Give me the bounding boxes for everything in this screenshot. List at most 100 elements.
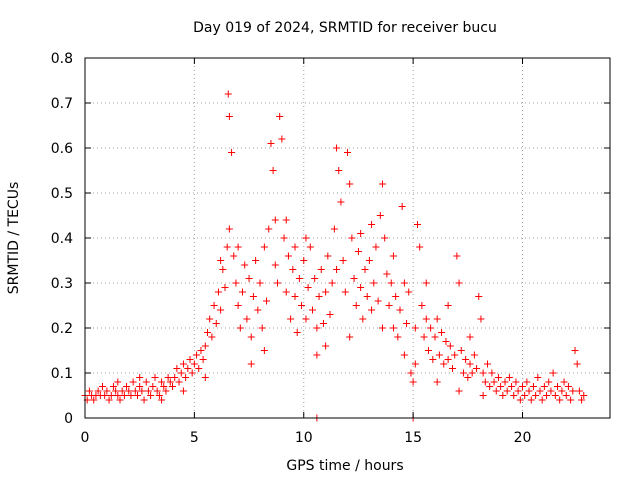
data-point (424, 347, 432, 354)
data-point (564, 383, 572, 390)
data-point (267, 140, 275, 147)
data-point (335, 167, 343, 174)
data-point (105, 396, 113, 404)
data-point (271, 216, 279, 224)
data-point (249, 293, 257, 300)
data-point (536, 387, 544, 395)
data-point (195, 365, 203, 372)
data-point (302, 234, 310, 242)
data-point (263, 297, 271, 305)
data-point (571, 347, 579, 354)
data-point (120, 392, 128, 399)
data-point (317, 266, 325, 273)
data-point (462, 356, 470, 363)
data-point (228, 149, 236, 156)
grid-lines (85, 58, 610, 418)
data-point (387, 279, 395, 287)
data-point (558, 387, 566, 395)
data-point (107, 392, 115, 399)
data-point (464, 374, 472, 381)
data-point (479, 392, 487, 399)
data-point (344, 149, 351, 156)
data-point (258, 324, 266, 332)
data-point (420, 333, 428, 341)
data-point (479, 369, 487, 377)
data-point (114, 392, 122, 399)
y-tick-label: 0.5 (51, 186, 73, 202)
data-point (385, 302, 393, 309)
data-point (490, 378, 498, 386)
data-point (475, 293, 483, 300)
data-point (486, 383, 494, 390)
data-point (300, 257, 308, 264)
data-point (101, 392, 109, 399)
y-tick-label: 0.8 (51, 51, 73, 67)
data-point (451, 351, 459, 359)
data-point (221, 284, 229, 291)
data-point (219, 266, 227, 273)
data-point (85, 387, 93, 395)
data-point (368, 306, 376, 314)
data-point (309, 306, 316, 314)
data-point (212, 320, 220, 327)
data-point (459, 369, 467, 377)
data-point (315, 293, 323, 300)
data-point (129, 378, 137, 386)
data-point (173, 365, 181, 372)
data-point (302, 315, 310, 323)
y-tick-label: 0.1 (51, 366, 73, 382)
data-point (136, 374, 144, 381)
data-point (569, 387, 577, 395)
data-point (411, 324, 419, 332)
data-point (162, 387, 170, 395)
data-point (512, 378, 520, 386)
data-point (112, 387, 120, 395)
data-point (333, 266, 341, 273)
data-point (549, 369, 557, 377)
data-point (210, 302, 218, 309)
data-point (392, 293, 400, 300)
data-point (473, 365, 481, 372)
data-point (457, 347, 465, 354)
data-point (348, 234, 356, 242)
data-point (396, 306, 404, 314)
data-point (379, 180, 386, 188)
data-point (414, 221, 421, 228)
data-point (440, 360, 448, 368)
data-point (497, 383, 505, 390)
data-point (284, 252, 292, 260)
data-point (411, 360, 419, 368)
data-point (540, 383, 548, 390)
data-point (547, 387, 555, 395)
data-point (449, 365, 456, 372)
data-point (350, 275, 358, 282)
y-tick-label: 0.3 (51, 276, 73, 292)
data-point (293, 329, 301, 336)
data-point (282, 288, 290, 296)
data-point (287, 315, 295, 323)
data-point (379, 324, 386, 332)
data-point (501, 378, 509, 386)
data-point (422, 315, 430, 323)
data-point (149, 383, 157, 390)
x-tick-label: 0 (81, 430, 90, 446)
data-point (468, 369, 476, 377)
data-point (123, 383, 131, 390)
data-point (179, 360, 187, 368)
data-point (291, 243, 299, 251)
data-point (171, 374, 179, 381)
data-point (247, 333, 255, 341)
data-point (234, 302, 242, 309)
data-point (160, 383, 168, 390)
data-point (322, 342, 330, 350)
data-point (389, 252, 397, 260)
data-point (103, 387, 111, 395)
data-point (381, 234, 389, 242)
y-axis-title: SRMTID / TECUs (6, 182, 22, 295)
data-point (245, 275, 253, 282)
data-point (422, 279, 430, 287)
data-point (125, 387, 133, 395)
data-point (155, 392, 163, 399)
y-tick-label: 0.6 (51, 141, 73, 157)
data-point (341, 288, 349, 296)
